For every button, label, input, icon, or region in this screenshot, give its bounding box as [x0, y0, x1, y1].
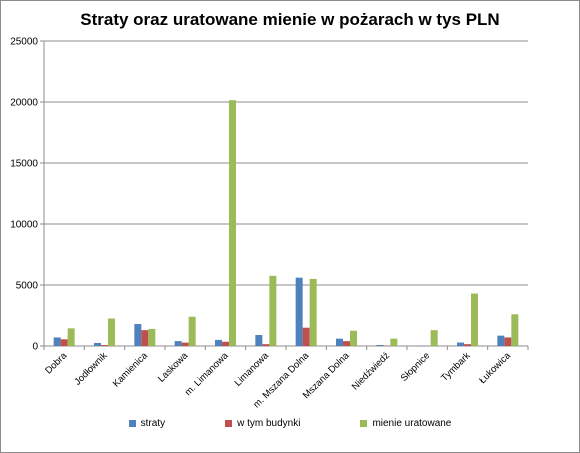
bar-w-tym-budynki [262, 344, 270, 346]
bar-w-tym-budynki [101, 345, 108, 346]
bar-w-tym-budynki [222, 341, 229, 346]
bar-mienie-uratowane [67, 328, 75, 346]
y-tick-label: 10000 [10, 220, 38, 231]
x-tick-label: Limanowa [233, 350, 272, 389]
bar-straty [174, 341, 182, 346]
legend-label: w tym budynki [237, 418, 301, 429]
bar-mienie-uratowane [229, 100, 236, 346]
legend-label: mienie uratowane [372, 418, 452, 429]
bar-straty [215, 339, 222, 346]
x-tick-label: m. Limanowa [183, 350, 231, 398]
y-tick-label: 5000 [16, 281, 39, 292]
bar-mienie-uratowane [390, 338, 398, 346]
bar-straty [255, 335, 263, 346]
bar-w-tym-budynki [343, 341, 350, 346]
bar-mienie-uratowane [188, 316, 196, 346]
bar-mienie-uratowane [309, 278, 317, 346]
bar-straty [497, 335, 505, 346]
bar-w-tym-budynki [504, 337, 512, 346]
bar-straty [134, 324, 142, 346]
bar-mienie-uratowane [148, 328, 156, 346]
x-tick-label: Łukowica [477, 350, 513, 386]
bar-mienie-uratowane [269, 275, 277, 346]
legend-swatch [360, 420, 368, 427]
x-tick-label: Kamienica [111, 350, 151, 390]
bar-w-tym-budynki [302, 327, 310, 346]
y-tick-label: 20000 [10, 98, 38, 109]
bar-mienie-uratowane [350, 330, 357, 346]
x-tick-label: Dobra [43, 350, 70, 377]
bar-mienie-uratowane [108, 318, 115, 346]
y-tick-label: 25000 [10, 37, 38, 48]
x-tick-label: Niedźwiedź [350, 350, 392, 392]
legend-item: w tym budynki [225, 418, 300, 429]
chart-title: Straty oraz uratowane mienie w pożarach … [80, 10, 500, 29]
bar-mienie-uratowane [471, 293, 478, 346]
bar-w-tym-budynki [464, 344, 471, 346]
legend-swatch [225, 420, 233, 427]
x-tick-label: Tymbark [439, 350, 473, 384]
bar-w-tym-budynki [60, 339, 68, 346]
bar-straty [94, 342, 101, 346]
bar-straty [295, 277, 303, 346]
bar-straty [336, 338, 343, 346]
y-tick-label: 15000 [10, 159, 38, 170]
bar-mienie-uratowane [511, 314, 519, 346]
x-tick-label: Laskowa [156, 350, 191, 385]
x-tick-label: Słopnice [399, 350, 433, 384]
legend: straty w tym budynki mienie uratowane [0, 418, 580, 429]
y-tick-label: 0 [32, 342, 38, 353]
legend-label: straty [140, 418, 166, 429]
legend-item: mienie uratowane [360, 418, 451, 429]
x-tick-label: Jodłownik [72, 350, 109, 387]
bar-straty [53, 337, 61, 346]
legend-item: straty [128, 418, 166, 429]
legend-swatch [128, 420, 136, 427]
bar-mienie-uratowane [430, 330, 438, 346]
bar-w-tym-budynki [141, 330, 149, 346]
bar-straty [457, 342, 464, 346]
bar-straty [376, 345, 384, 346]
bar-w-tym-budynki [181, 342, 189, 346]
